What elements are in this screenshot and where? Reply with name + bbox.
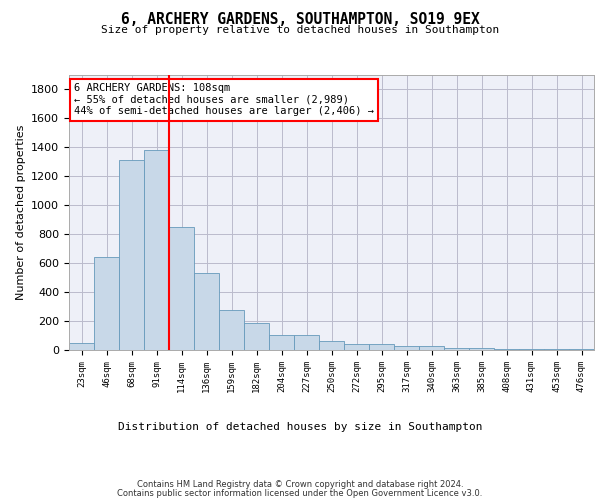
Bar (394, 346, 419, 350)
Bar (69, 343, 94, 350)
Bar (144, 150, 169, 350)
Bar (419, 346, 444, 350)
Text: 6 ARCHERY GARDENS: 108sqm
← 55% of detached houses are smaller (2,989)
44% of se: 6 ARCHERY GARDENS: 108sqm ← 55% of detac… (74, 83, 374, 116)
Bar (319, 340, 344, 350)
Bar (544, 348, 569, 350)
Bar (519, 348, 544, 350)
Y-axis label: Number of detached properties: Number of detached properties (16, 125, 26, 300)
Text: Contains HM Land Registry data © Crown copyright and database right 2024.: Contains HM Land Registry data © Crown c… (137, 480, 463, 489)
Bar (569, 348, 594, 350)
Bar (94, 258, 119, 350)
Bar (469, 348, 494, 350)
Bar (219, 310, 244, 350)
Bar (494, 348, 519, 350)
Text: Size of property relative to detached houses in Southampton: Size of property relative to detached ho… (101, 25, 499, 35)
Bar (244, 323, 269, 350)
Bar (269, 335, 294, 350)
Bar (169, 227, 194, 350)
Bar (194, 274, 219, 350)
Bar (369, 344, 394, 350)
Text: Contains public sector information licensed under the Open Government Licence v3: Contains public sector information licen… (118, 489, 482, 498)
Bar (444, 348, 469, 350)
Bar (344, 344, 369, 350)
Text: Distribution of detached houses by size in Southampton: Distribution of detached houses by size … (118, 422, 482, 432)
Text: 6, ARCHERY GARDENS, SOUTHAMPTON, SO19 9EX: 6, ARCHERY GARDENS, SOUTHAMPTON, SO19 9E… (121, 12, 479, 28)
Bar (294, 335, 319, 350)
Bar (119, 160, 144, 350)
